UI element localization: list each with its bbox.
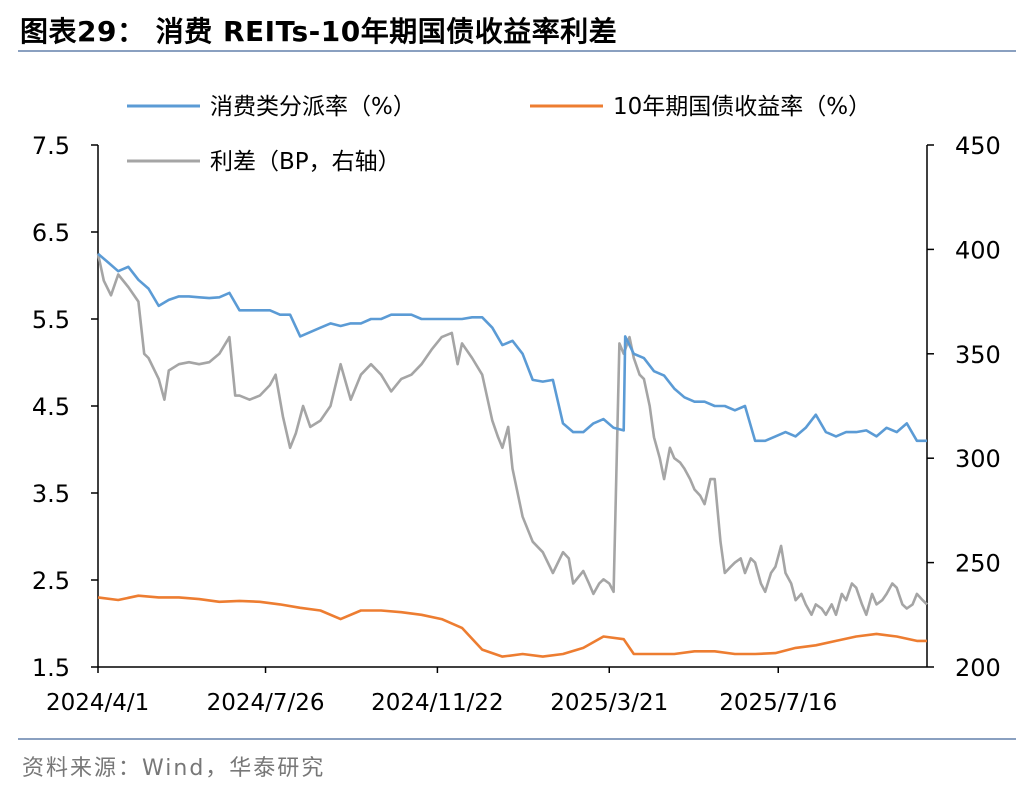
y-right-tick-label: 300 (955, 445, 1001, 473)
x-tick-label: 2024/11/22 (371, 690, 504, 716)
series-line-1 (97, 594, 927, 658)
y-right-tick-label: 200 (955, 654, 1001, 682)
top-rule (18, 50, 1016, 52)
y-right-tick-label: 400 (955, 236, 1001, 264)
legend-label-1: 10年期国债收益率（%） (613, 94, 871, 120)
source-note: 资料来源：Wind，华泰研究 (22, 756, 326, 781)
series-line-0 (97, 252, 927, 443)
y-left-tick-label: 6.5 (32, 219, 70, 247)
y-left-tick-label: 7.5 (32, 132, 70, 160)
y-left-tick-label: 3.5 (32, 480, 70, 508)
x-tick-label: 2025/7/16 (719, 690, 837, 716)
figure-title: 图表29： 消费 REITs-10年期国债收益率利差 (20, 15, 618, 48)
x-tick-label: 2024/4/1 (46, 690, 149, 716)
y-left-tick-label: 2.5 (32, 567, 70, 595)
legend-label-2: 利差（BP，右轴） (210, 149, 401, 175)
y-right-tick-label: 350 (955, 341, 1001, 369)
bottom-rule (18, 738, 1016, 740)
legend-label-0: 消费类分派率（%） (210, 94, 416, 120)
x-tick-label: 2025/3/21 (550, 690, 668, 716)
y-right-tick-label: 450 (955, 132, 1001, 160)
y-left-tick-label: 4.5 (32, 393, 70, 421)
y-right-tick-label: 250 (955, 550, 1001, 578)
x-tick-label: 2024/7/26 (207, 690, 325, 716)
y-left-tick-label: 5.5 (32, 306, 70, 334)
series-line-2 (96, 253, 928, 617)
y-left-tick-label: 1.5 (32, 654, 70, 682)
